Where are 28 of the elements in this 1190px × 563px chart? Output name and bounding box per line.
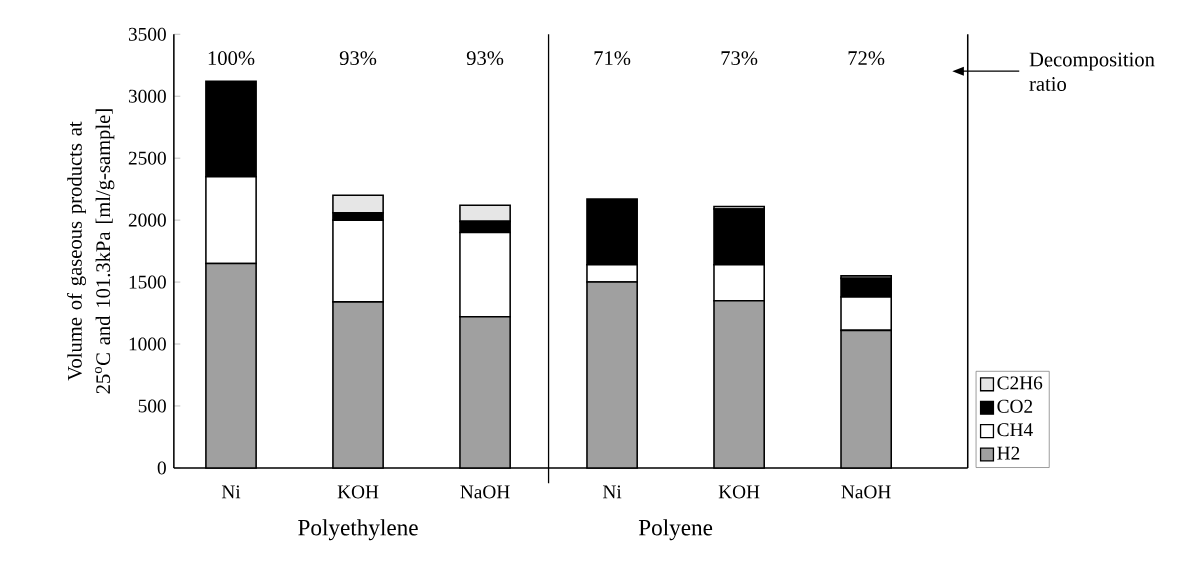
y-tick-label: 2000 xyxy=(128,213,166,227)
legend-label: CO2 xyxy=(997,400,1033,414)
annotation: 100% xyxy=(208,51,255,66)
y-tick-label: 0 xyxy=(157,461,166,475)
annotation: 71% xyxy=(594,51,631,66)
legend-label: C2H6 xyxy=(997,376,1043,390)
legend-label: CH4 xyxy=(997,423,1033,437)
y-tick-label: 3500 xyxy=(128,27,166,41)
y-tick-label: 2500 xyxy=(128,151,166,165)
annotation: 72% xyxy=(848,51,885,66)
y-tick-label: 3000 xyxy=(128,89,166,103)
x-tick-label: NaOH xyxy=(460,485,510,499)
x-tick-label: Ni xyxy=(602,485,622,499)
x-tick-label: KOH xyxy=(337,485,379,499)
x-tick-label: Ni xyxy=(221,485,241,499)
x-tick-label: NaOH xyxy=(841,485,891,499)
y-tick-label: 1500 xyxy=(129,275,166,289)
x-tick-label: KOH xyxy=(718,485,760,499)
text: Polyethylene xyxy=(298,519,418,541)
y-tick-label: 1000 xyxy=(129,337,166,351)
text: Decomposition ratio xyxy=(1029,52,1155,92)
y-axis-title: Volume of gaseous products at 25$^{o}$C and 101.3kPa [ml/g-sample] xyxy=(67,109,115,394)
y-tick-label: 500 xyxy=(138,399,166,413)
legend-label: H2 xyxy=(997,446,1020,460)
annotation: 73% xyxy=(721,51,758,66)
text: Polyene xyxy=(638,519,713,541)
annotation: 93% xyxy=(466,51,504,66)
annotation: 93% xyxy=(339,51,377,66)
